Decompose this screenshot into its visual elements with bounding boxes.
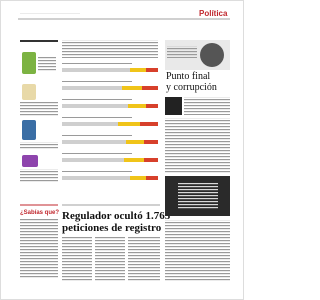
author-name bbox=[167, 46, 197, 58]
box-title: ¿Sabías que? bbox=[20, 210, 59, 216]
product-text bbox=[20, 102, 58, 116]
headline: peticiones de registro bbox=[62, 222, 162, 234]
drop-cap bbox=[165, 97, 182, 115]
dateline bbox=[20, 13, 80, 15]
headline: Regulador ocultó 1.765 bbox=[62, 210, 171, 222]
section-title: Política bbox=[199, 9, 228, 18]
column-headline: y corrupción bbox=[166, 82, 217, 93]
product-text bbox=[20, 169, 58, 183]
article-text bbox=[128, 237, 160, 282]
product-image bbox=[22, 52, 36, 74]
product-text bbox=[38, 56, 56, 72]
product-image bbox=[22, 155, 38, 167]
photo-caption bbox=[178, 182, 218, 210]
author-photo bbox=[200, 43, 224, 67]
survey-intro bbox=[62, 40, 158, 58]
product-image bbox=[22, 84, 36, 100]
newspaper-page: Política ¿Sabías que? Regulador ocultó 1… bbox=[0, 0, 244, 300]
column-text bbox=[184, 97, 230, 115]
article-text bbox=[95, 237, 125, 282]
column-text bbox=[165, 220, 230, 282]
product-text bbox=[20, 142, 58, 150]
column-text bbox=[165, 118, 230, 173]
product-image bbox=[22, 120, 36, 140]
sidebar-heading bbox=[20, 40, 58, 42]
column-headline: Punto final bbox=[166, 71, 210, 82]
article-text bbox=[62, 237, 92, 282]
box-text bbox=[20, 218, 58, 278]
